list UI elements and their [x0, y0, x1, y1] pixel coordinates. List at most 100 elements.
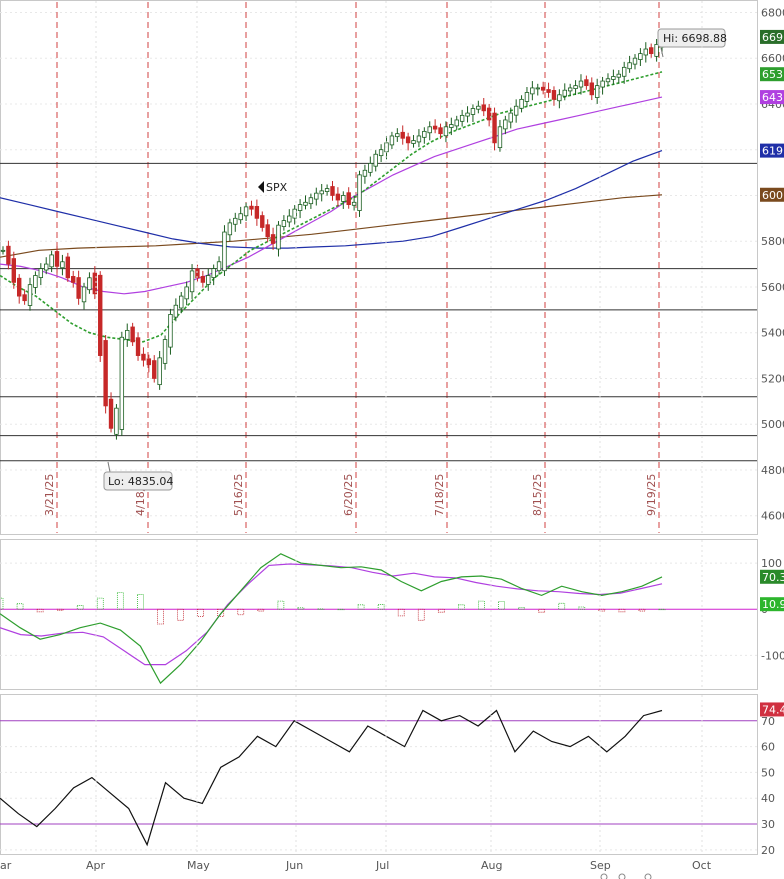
candle-body: [519, 98, 524, 109]
candle-body: [189, 270, 195, 293]
candle-body: [216, 261, 222, 272]
date-marker-label: 9/19/25: [645, 474, 658, 516]
macd-histogram-bar: [437, 608, 445, 613]
price-tick-label: 5000: [761, 418, 784, 431]
candle-body: [281, 220, 287, 227]
candle-body: [33, 275, 38, 288]
macd-tag-label: 70.3: [762, 571, 784, 584]
low-label: Lo: 4835.04: [108, 475, 173, 488]
candle-body: [71, 276, 76, 283]
macd-histogram-bar: [518, 606, 525, 610]
date-marker-label: 6/20/25: [342, 474, 355, 516]
price-tick-label: 4600: [761, 510, 784, 523]
rsi-tick-label: 30: [761, 818, 775, 831]
sma-200-line: [0, 194, 663, 258]
candle-body: [335, 193, 341, 201]
macd-histogram-bar: [137, 594, 144, 610]
price-tag-label: 653: [762, 68, 783, 81]
macd-histogram-bar: [558, 602, 566, 610]
macd-histogram-bar: [498, 601, 505, 610]
candle-body: [632, 57, 638, 65]
candle-body: [562, 89, 567, 97]
candle-body: [405, 136, 411, 144]
spx-marker-icon: [258, 181, 264, 193]
candle-body: [513, 105, 519, 116]
candle-body: [540, 86, 546, 91]
rsi-tag-label: 74.4: [762, 703, 784, 716]
price-tag-label: 619: [762, 145, 783, 158]
macd-histogram-bar: [397, 608, 405, 617]
candle-body: [168, 313, 173, 348]
candle-body: [530, 87, 535, 95]
candle-body: [395, 133, 400, 138]
month-label: Oct: [692, 859, 712, 872]
candle-body: [648, 47, 654, 55]
date-marker-lines: 3/21/25 4/18/25 5/16/25 6/20/25 7/18/25 8/15/…: [43, 2, 660, 533]
candle-body: [184, 286, 189, 300]
macd-tick-label: -100: [761, 649, 784, 662]
candle-body: [654, 44, 659, 57]
macd-histogram-bar: [157, 608, 164, 625]
candle-body: [87, 277, 92, 291]
candle-body: [308, 197, 314, 205]
macd-histogram-bar: [297, 607, 305, 610]
sma-50-line: [0, 96, 663, 295]
candle-body: [292, 208, 297, 219]
candle-body: [616, 73, 621, 78]
macd-histogram-bar: [578, 606, 586, 610]
price-tag-bg: [760, 29, 784, 44]
price-tag-bg: [760, 143, 784, 158]
price-panel: [0, 0, 758, 535]
candle-body: [454, 119, 459, 127]
candle-body: [524, 92, 530, 102]
date-marker-label: 8/15/25: [531, 474, 544, 516]
price-tag-bg: [760, 187, 784, 202]
price-tick-label: 5800: [761, 235, 784, 248]
candle-body: [238, 213, 243, 221]
month-label: Sep: [590, 859, 611, 872]
candle-body: [287, 215, 292, 223]
macd-panel: [0, 539, 758, 690]
high-callout: Hi: 6698.88: [657, 28, 727, 58]
macd-histogram-bar: [478, 600, 485, 610]
moving-average-lines: [0, 71, 663, 343]
candle-body: [49, 254, 54, 268]
candle-body: [157, 357, 162, 386]
candle-body: [627, 62, 632, 70]
candle-body: [643, 48, 648, 56]
candle-body: [243, 206, 249, 217]
price-gridlines: [0, 11, 757, 517]
candle-body: [551, 90, 557, 100]
low-callout: Lo: 4835.04: [103, 461, 173, 491]
month-label: Jul: [375, 859, 389, 872]
macd-histogram-bar: [538, 608, 546, 613]
candle-body: [179, 295, 184, 309]
candle-body: [11, 258, 17, 283]
candle-body: [297, 204, 303, 211]
candle-body: [108, 398, 114, 429]
candle-body: [222, 231, 227, 272]
candle-body: [125, 330, 130, 340]
rsi-indicator: 70 60 50 40 30 20 74.4: [0, 702, 784, 857]
macd-histogram-bar: [76, 605, 84, 610]
scroll-dots[interactable]: [600, 873, 652, 879]
month-x-axis: ar Apr May Jun Jul Aug Sep Oct: [0, 1, 712, 872]
candle-body: [384, 142, 389, 153]
price-axis-tags: 653 643 619 600 669: [760, 29, 784, 202]
macd-histogram-bar: [377, 604, 385, 610]
candle-body: [594, 85, 600, 98]
candle-body: [6, 245, 11, 265]
candle-body: [459, 114, 465, 122]
candle-body: [351, 201, 357, 206]
macd-histogram-bar: [257, 608, 265, 612]
rsi-tick-label: 70: [761, 715, 775, 728]
macd-histogram-bar: [237, 608, 245, 616]
macd-histogram-bar: [277, 600, 285, 610]
price-tick-label: 6600: [761, 52, 784, 65]
candle-body: [611, 76, 616, 80]
support-levels: [0, 162, 757, 462]
candle-body: [92, 272, 98, 295]
macd-histogram-bar: [337, 608, 345, 611]
candle-body: [476, 105, 481, 110]
